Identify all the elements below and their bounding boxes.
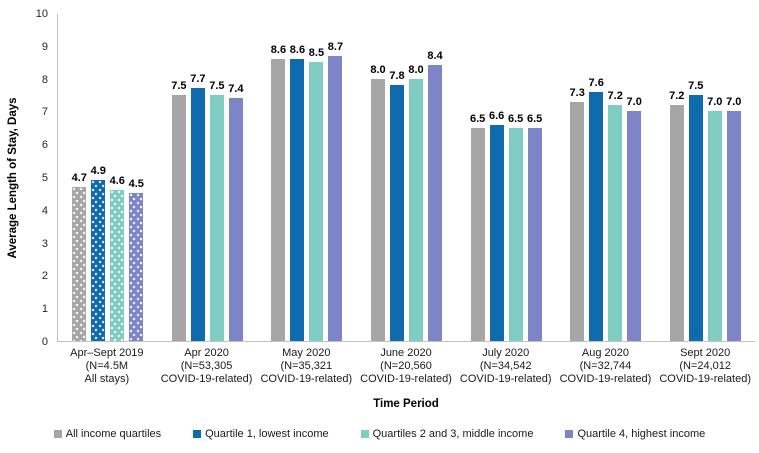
bar-group: 7.2 7.5 7.0 7.0 <box>655 14 755 341</box>
y-tick-label: 1 <box>41 303 48 316</box>
bar-value-label: 7.4 <box>228 83 244 96</box>
y-tick-label: 3 <box>41 237 48 250</box>
bar-value-label: 8.0 <box>408 63 424 76</box>
legend-label: Quartiles 2 and 3, middle income <box>372 428 534 440</box>
bar: 7.0 <box>707 96 722 341</box>
bar: 7.0 <box>627 96 642 341</box>
bar: 7.2 <box>669 90 684 341</box>
legend-swatch-icon <box>53 430 62 438</box>
bar-value-label: 7.7 <box>190 73 206 86</box>
bar: 7.5 <box>209 80 225 341</box>
bar-value-label: 8.0 <box>370 63 386 76</box>
legend-item: All income quartiles <box>53 428 162 440</box>
legend-swatch-icon <box>565 430 574 438</box>
plot-area: 4.7 4.9 4.6 4.5 7.5 7.7 7.5 7.4 8.6 8.6 8.5 8.7 8.0 7… <box>57 14 755 342</box>
x-category-label: Aug 2020 (N=32,744 COVID-19-related) <box>559 347 652 385</box>
bar: 6.5 <box>527 113 542 341</box>
bar-value-label: 7.8 <box>389 70 405 83</box>
legend-swatch-icon <box>193 430 202 438</box>
bar-value-label: 6.5 <box>507 112 524 125</box>
x-category-label: June 2020 (N=20,560 COVID-19-related) <box>360 347 452 385</box>
x-category-label: May 2020 (N=35,321 COVID-19-related) <box>260 347 353 385</box>
x-axis-title: Time Period <box>373 398 439 410</box>
bar: 6.5 <box>508 113 523 341</box>
legend-label: All income quartiles <box>65 428 162 440</box>
bar: 8.6 <box>271 44 286 341</box>
bar-group: 4.7 4.9 4.6 4.5 <box>58 14 158 341</box>
legend-item: Quartile 1, lowest income <box>193 428 329 440</box>
bar: 7.6 <box>589 77 604 341</box>
bar: 7.0 <box>726 96 741 341</box>
bar: 7.4 <box>228 83 244 341</box>
bar: 8.0 <box>408 64 424 341</box>
bar-value-label: 7.5 <box>209 80 225 92</box>
bar: 6.5 <box>470 113 485 341</box>
bar-value-label: 8.4 <box>427 50 443 63</box>
x-axis-category-labels: Apr–Sept 2019 (N=4.5M All stays) Apr 2020… <box>57 347 755 386</box>
y-tick-label: 9 <box>41 40 48 53</box>
legend-item: Quartile 4, highest income <box>565 428 705 440</box>
bar-value-label: 7.0 <box>726 96 742 109</box>
bar-group: 8.6 8.6 8.5 8.7 <box>257 14 357 341</box>
bar-value-label: 7.0 <box>707 96 723 109</box>
bar: 7.7 <box>190 73 206 341</box>
y-tick-label: 0 <box>41 336 48 348</box>
bar-group: 6.5 6.6 6.5 6.5 <box>456 14 556 341</box>
y-tick-label: 4 <box>41 204 48 217</box>
y-tick-label: 7 <box>41 106 48 119</box>
bar-value-label: 4.7 <box>71 171 87 184</box>
bar-value-label: 7.2 <box>607 89 623 102</box>
bar: 4.5 <box>129 178 144 341</box>
bar: 8.4 <box>427 50 443 341</box>
bar-value-label: 7.5 <box>688 80 704 92</box>
bar-value-label: 4.9 <box>90 165 106 178</box>
bar-value-label: 7.3 <box>569 86 585 99</box>
x-category-label: Sept 2020 (N=24,012 COVID-19-related) <box>659 347 752 385</box>
bar-value-label: 8.6 <box>289 43 306 56</box>
x-category-label: July 2020 (N=34,542 COVID-19-related) <box>459 347 552 385</box>
bar: 4.6 <box>110 175 125 341</box>
bar-value-label: 7.5 <box>171 80 187 92</box>
bar: 6.6 <box>489 110 504 341</box>
bar: 7.3 <box>570 87 585 341</box>
bar: 4.7 <box>72 172 87 341</box>
bar: 8.7 <box>328 41 343 341</box>
legend-item: Quartiles 2 and 3, middle income <box>360 428 534 440</box>
bar: 7.2 <box>608 90 623 341</box>
bar: 8.0 <box>370 64 386 341</box>
bar-value-label: 4.6 <box>109 175 125 188</box>
bar-value-label: 7.6 <box>588 76 604 89</box>
bar-value-label: 6.5 <box>469 112 486 125</box>
bar: 7.5 <box>171 80 187 341</box>
bar-value-label: 4.5 <box>128 178 144 191</box>
bar-value-label: 6.5 <box>526 112 543 125</box>
y-tick-label: 2 <box>41 270 48 283</box>
legend: All income quartiles Quartile 1, lowest i… <box>0 428 759 440</box>
bar-value-label: 8.7 <box>327 40 344 53</box>
y-tick-label: 5 <box>41 172 48 184</box>
x-category-label: Apr 2020 (N=53,305 COVID-19-related) <box>160 347 253 385</box>
bar-value-label: 8.5 <box>308 47 325 60</box>
bar: 7.8 <box>389 70 405 341</box>
bar-value-label: 7.0 <box>626 96 642 109</box>
bar-group: 7.3 7.6 7.2 7.0 <box>556 14 656 341</box>
y-tick-label: 10 <box>35 8 48 20</box>
bar-value-label: 6.6 <box>488 109 505 122</box>
y-tick-label: 8 <box>41 73 48 86</box>
x-category-label: Apr–Sept 2019 (N=4.5M All stays) <box>70 347 144 385</box>
bar-group: 8.0 7.8 8.0 8.4 <box>357 14 457 341</box>
bar-value-label: 8.6 <box>270 43 287 56</box>
legend-label: Quartile 1, lowest income <box>205 428 329 440</box>
legend-swatch-icon <box>360 430 369 438</box>
y-tick-label: 6 <box>41 139 48 152</box>
bar: 4.9 <box>91 165 106 341</box>
bar: 8.6 <box>290 44 305 341</box>
bar-group: 7.5 7.7 7.5 7.4 <box>158 14 258 341</box>
bar-value-label: 7.2 <box>669 89 685 102</box>
legend-label: Quartile 4, highest income <box>577 428 706 440</box>
bar: 8.5 <box>309 47 324 341</box>
bar: 7.5 <box>688 80 703 341</box>
